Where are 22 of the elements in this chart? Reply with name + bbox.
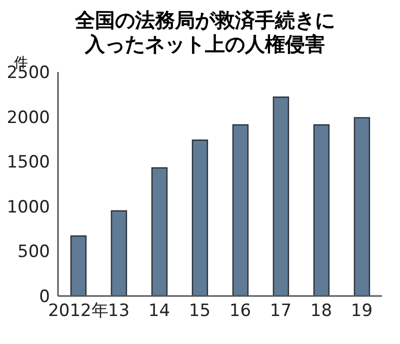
y-tick-label: 500 <box>18 242 50 262</box>
bar <box>354 117 370 296</box>
bar <box>192 139 208 296</box>
bar <box>151 167 168 296</box>
x-tick-label: 2012年 <box>48 301 108 322</box>
y-tick-label: 1000 <box>6 197 50 218</box>
y-tick-label: 0 <box>39 287 50 308</box>
x-tick-label: 19 <box>350 301 373 322</box>
bar <box>232 124 249 296</box>
x-tick-label: 15 <box>188 301 211 322</box>
x-tick-label: 17 <box>270 301 292 322</box>
bar <box>110 210 128 296</box>
y-tick-label: 2000 <box>6 108 50 128</box>
x-tick-label: 18 <box>310 301 332 322</box>
chart-title: 全国の法務局が救済手続きに入ったネット上の人権侵害 <box>74 8 336 56</box>
y-tick-label: 1500 <box>6 152 50 173</box>
bar <box>313 124 330 296</box>
x-tick-label: 14 <box>148 301 170 322</box>
bar <box>70 235 87 296</box>
x-tick-label: 16 <box>229 301 252 322</box>
bar <box>272 96 290 296</box>
x-tick-label: 13 <box>108 301 130 322</box>
